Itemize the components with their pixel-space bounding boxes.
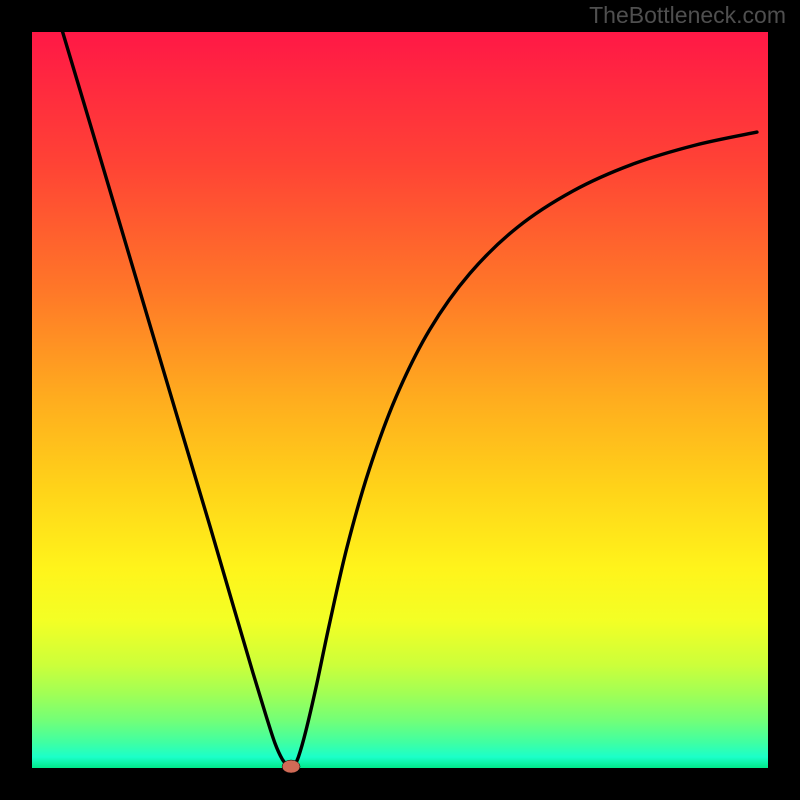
chart-svg bbox=[0, 0, 800, 800]
chart-container: TheBottleneck.com bbox=[0, 0, 800, 800]
plot-background bbox=[32, 32, 768, 768]
watermark-text: TheBottleneck.com bbox=[589, 2, 786, 29]
marker-dot bbox=[282, 760, 300, 773]
